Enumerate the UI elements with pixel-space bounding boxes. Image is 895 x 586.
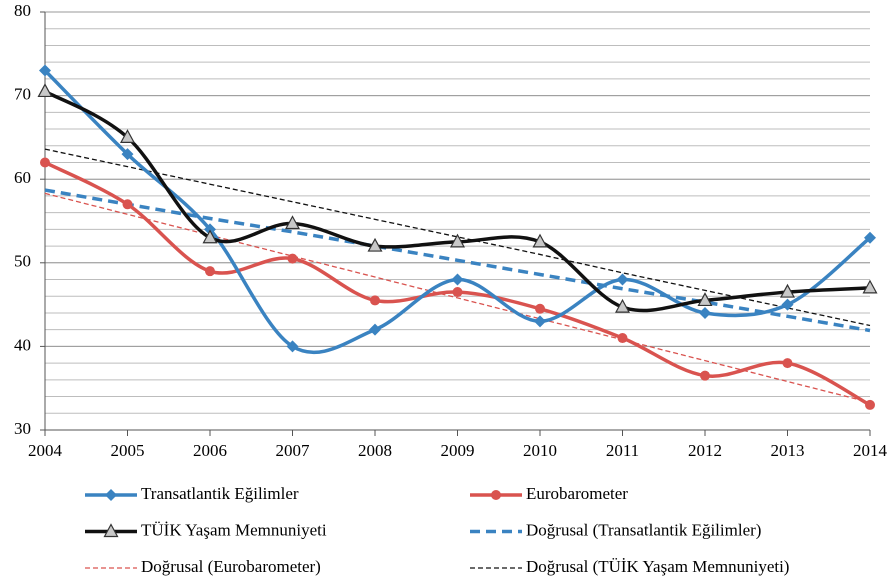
marker: [700, 370, 710, 381]
trend-line: [44, 188, 871, 333]
marker: [449, 233, 466, 248]
trend-line: [44, 148, 871, 327]
marker: [370, 295, 380, 306]
marker: [287, 253, 298, 264]
marker: [451, 273, 464, 286]
marker: [616, 273, 629, 286]
x-tick-label: 2011: [606, 441, 639, 460]
marker: [119, 129, 136, 143]
x-tick-label: 2010: [523, 441, 557, 460]
y-tick-label: 50: [14, 252, 31, 271]
legend-label: Doğrusal (Eurobarometer): [141, 557, 321, 576]
marker: [452, 287, 463, 298]
marker: [205, 266, 215, 277]
marker: [617, 333, 628, 344]
legend-label: Doğrusal (Transatlantik Eğilimler): [526, 520, 761, 539]
marker: [532, 233, 548, 248]
y-tick-label: 60: [14, 168, 31, 187]
marker: [204, 223, 216, 236]
x-tick-label: 2008: [358, 441, 392, 460]
marker: [779, 283, 796, 298]
x-tick-label: 2005: [111, 441, 145, 460]
marker: [103, 523, 119, 538]
y-tick-label: 70: [14, 85, 31, 104]
marker: [865, 399, 875, 410]
x-tick-label: 2006: [193, 441, 227, 460]
marker: [105, 489, 117, 501]
marker: [122, 199, 133, 210]
marker: [781, 298, 794, 311]
marker: [614, 298, 631, 313]
trend-line: [44, 192, 871, 404]
x-tick-label: 2004: [28, 441, 63, 460]
marker: [202, 229, 218, 244]
legend-label: Eurobarometer: [526, 484, 628, 503]
marker: [284, 215, 301, 230]
marker: [286, 340, 299, 353]
marker: [37, 83, 53, 98]
marker: [864, 231, 876, 244]
y-tick-label: 80: [14, 1, 31, 20]
legend-label: Doğrusal (TÜİK Yaşam Memnuniyeti): [526, 557, 789, 576]
y-tick-label: 40: [14, 335, 31, 354]
legend-label: TÜİK Yaşam Memnuniyeti: [141, 520, 327, 539]
x-tick-label: 2013: [771, 441, 805, 460]
x-tick-label: 2007: [276, 441, 311, 460]
marker: [534, 315, 546, 328]
marker: [535, 303, 545, 314]
marker: [121, 148, 134, 161]
marker: [862, 279, 878, 294]
marker: [699, 306, 711, 319]
x-tick-label: 2014: [853, 441, 888, 460]
y-tick-label: 30: [14, 419, 31, 438]
x-tick-label: 2009: [441, 441, 475, 460]
legend-label: Transatlantik Eğilimler: [141, 484, 299, 503]
marker: [491, 490, 501, 500]
marker: [40, 157, 50, 168]
marker: [367, 237, 383, 252]
marker: [697, 292, 713, 307]
marker: [39, 64, 51, 77]
marker: [369, 323, 381, 336]
marker: [782, 358, 793, 369]
x-tick-label: 2012: [688, 441, 722, 460]
